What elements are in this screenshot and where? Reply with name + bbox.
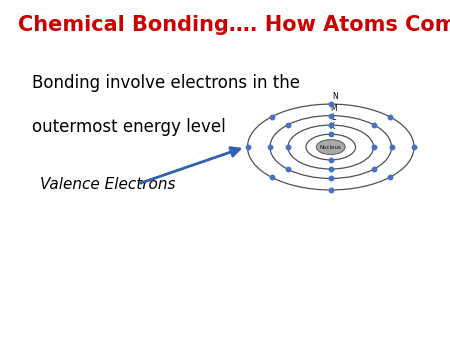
- Text: Bonding involve electrons in the: Bonding involve electrons in the: [32, 74, 300, 92]
- Text: Valence Electrons: Valence Electrons: [40, 177, 176, 192]
- Text: K: K: [329, 122, 334, 131]
- Text: Chemical Bonding…. How Atoms Combine: Chemical Bonding…. How Atoms Combine: [18, 15, 450, 35]
- Text: Nucleus: Nucleus: [320, 145, 342, 149]
- Text: N: N: [332, 92, 338, 101]
- Ellipse shape: [316, 140, 345, 154]
- Text: outermost energy level: outermost energy level: [32, 118, 225, 136]
- Text: L: L: [331, 113, 335, 122]
- Text: M: M: [330, 104, 337, 113]
